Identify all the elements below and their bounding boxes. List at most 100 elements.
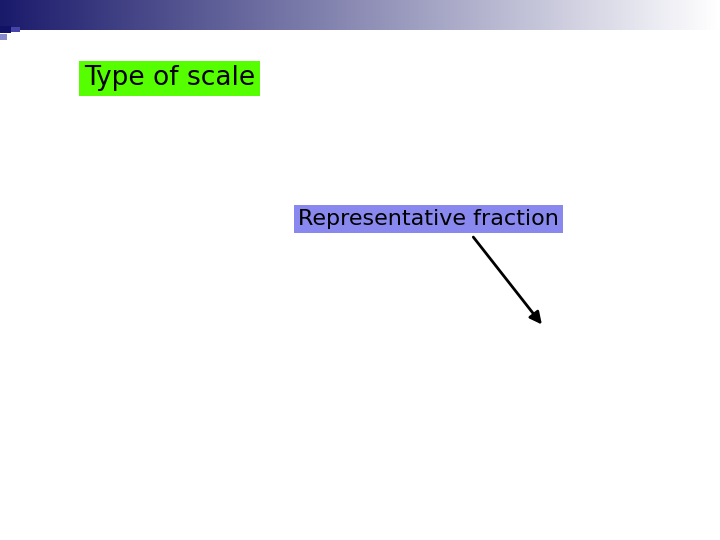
Bar bbox=[1, 0, 4, 30]
Bar bbox=[526, 0, 528, 30]
Bar bbox=[45, 0, 47, 30]
Bar bbox=[688, 0, 690, 30]
Bar bbox=[409, 0, 410, 30]
Bar bbox=[397, 0, 400, 30]
Bar bbox=[533, 0, 534, 30]
Bar bbox=[389, 0, 390, 30]
Bar bbox=[359, 0, 360, 30]
Bar bbox=[637, 0, 639, 30]
Bar bbox=[643, 0, 644, 30]
Bar bbox=[108, 0, 109, 30]
Bar bbox=[467, 0, 468, 30]
Bar bbox=[73, 0, 76, 30]
Bar bbox=[385, 0, 387, 30]
Bar bbox=[481, 0, 482, 30]
Bar bbox=[155, 0, 157, 30]
Bar bbox=[619, 0, 621, 30]
Bar bbox=[306, 0, 308, 30]
Bar bbox=[546, 0, 547, 30]
Bar bbox=[482, 0, 484, 30]
Bar bbox=[423, 0, 425, 30]
Bar bbox=[563, 0, 565, 30]
Bar bbox=[353, 0, 355, 30]
Bar bbox=[216, 0, 218, 30]
Bar bbox=[716, 0, 719, 30]
Bar bbox=[701, 0, 702, 30]
Bar bbox=[367, 0, 369, 30]
Bar bbox=[706, 0, 708, 30]
Bar bbox=[150, 0, 151, 30]
Bar bbox=[562, 0, 563, 30]
Bar bbox=[101, 0, 102, 30]
Bar bbox=[160, 0, 162, 30]
Bar bbox=[56, 0, 58, 30]
Bar bbox=[107, 0, 108, 30]
Bar bbox=[311, 0, 313, 30]
Bar bbox=[654, 0, 655, 30]
Bar bbox=[135, 0, 137, 30]
Bar bbox=[709, 0, 711, 30]
Bar bbox=[475, 0, 477, 30]
Bar bbox=[695, 0, 697, 30]
Bar bbox=[549, 0, 551, 30]
Bar bbox=[158, 0, 161, 30]
Bar bbox=[675, 0, 677, 30]
Bar bbox=[115, 0, 117, 30]
Bar bbox=[153, 0, 155, 30]
Bar bbox=[167, 0, 169, 30]
Bar bbox=[659, 0, 661, 30]
Bar bbox=[13, 0, 14, 30]
Bar bbox=[508, 0, 510, 30]
Bar bbox=[382, 0, 383, 30]
Bar bbox=[132, 0, 133, 30]
Bar bbox=[580, 0, 582, 30]
Bar bbox=[590, 0, 593, 30]
Bar bbox=[455, 0, 457, 30]
Bar bbox=[344, 0, 346, 30]
Bar bbox=[281, 0, 283, 30]
Bar bbox=[20, 0, 22, 30]
Bar bbox=[23, 0, 25, 30]
Bar bbox=[621, 0, 623, 30]
Bar bbox=[217, 0, 220, 30]
Bar bbox=[308, 0, 310, 30]
Bar bbox=[54, 0, 56, 30]
Bar bbox=[301, 0, 302, 30]
Bar bbox=[184, 0, 186, 30]
Bar bbox=[52, 0, 54, 30]
Bar bbox=[97, 0, 99, 30]
Bar bbox=[690, 0, 691, 30]
Bar bbox=[376, 0, 378, 30]
Bar bbox=[42, 0, 43, 30]
Bar bbox=[210, 0, 212, 30]
Bar bbox=[35, 0, 36, 30]
Bar bbox=[582, 0, 583, 30]
Bar bbox=[405, 0, 407, 30]
Bar bbox=[246, 0, 248, 30]
Bar bbox=[569, 0, 571, 30]
Bar bbox=[203, 0, 205, 30]
Bar bbox=[356, 0, 359, 30]
Bar bbox=[151, 0, 153, 30]
Bar bbox=[414, 0, 416, 30]
Bar bbox=[450, 0, 452, 30]
Bar bbox=[575, 0, 576, 30]
Text: Representative fraction: Representative fraction bbox=[298, 208, 559, 229]
Bar bbox=[202, 0, 203, 30]
Bar bbox=[173, 0, 174, 30]
Bar bbox=[176, 0, 179, 30]
Bar bbox=[547, 0, 549, 30]
Bar bbox=[635, 0, 637, 30]
Bar bbox=[207, 0, 209, 30]
Bar bbox=[472, 0, 474, 30]
Bar bbox=[383, 0, 385, 30]
Bar bbox=[47, 0, 49, 30]
Bar bbox=[661, 0, 662, 30]
Bar bbox=[274, 0, 276, 30]
Bar bbox=[608, 0, 611, 30]
Bar bbox=[454, 0, 455, 30]
Bar bbox=[292, 0, 294, 30]
Bar bbox=[395, 0, 396, 30]
Bar bbox=[593, 0, 594, 30]
Bar bbox=[71, 0, 72, 30]
